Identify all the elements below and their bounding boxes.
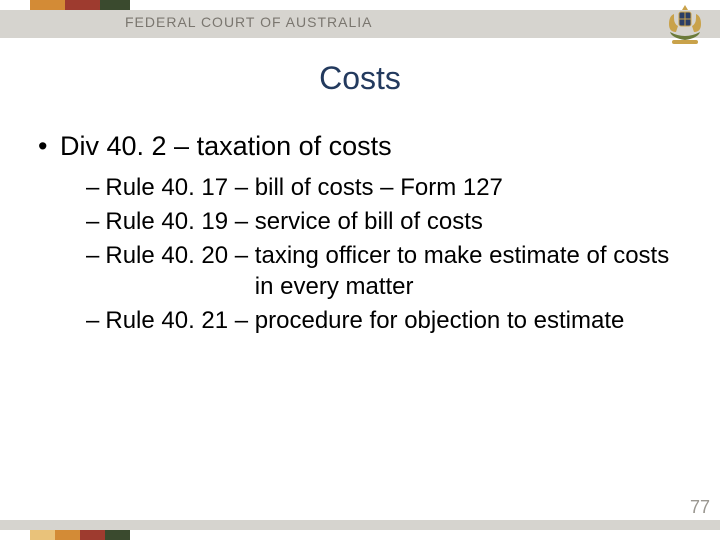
dash: – — [86, 206, 105, 238]
level2-text: Rule 40. 20 – taxing officer to make est… — [105, 240, 678, 303]
bullet-level2: – Rule 40. 21 – procedure for objection … — [86, 305, 678, 337]
dash: – — [86, 240, 105, 303]
bullet-level2: – Rule 40. 20 – taxing officer to make e… — [86, 240, 678, 303]
footer-grey-bar — [0, 520, 720, 530]
rule-desc: taxing officer to make estimate of costs… — [255, 240, 678, 303]
slide: FEDERAL COURT OF AUSTRALIA Costs •Div 40… — [0, 0, 720, 540]
stripe-segment — [30, 0, 65, 10]
stripe-segment — [105, 530, 130, 540]
level2-text: Rule 40. 17 – bill of costs – Form 127 — [105, 172, 503, 204]
header-color-stripe — [0, 0, 720, 10]
dash: – — [86, 172, 105, 204]
bullet-level2: – Rule 40. 19 – service of bill of costs — [86, 206, 678, 238]
rule-desc: service of bill of costs — [255, 206, 483, 238]
rule-desc: bill of costs – Form 127 — [255, 172, 503, 204]
rule-label: Rule 40. 17 – — [105, 172, 254, 204]
footer-band — [0, 520, 720, 540]
rule-desc: procedure for objection to estimate — [255, 305, 625, 337]
footer-color-stripe — [0, 530, 720, 540]
slide-title: Costs — [0, 60, 720, 97]
bullet-dot: • — [38, 128, 60, 164]
org-title: FEDERAL COURT OF AUSTRALIA — [125, 14, 372, 30]
bullet-level1-text: Div 40. 2 – taxation of costs — [60, 131, 392, 161]
level2-text: Rule 40. 21 – procedure for objection to… — [105, 305, 624, 337]
stripe-segment — [80, 530, 105, 540]
content-area: •Div 40. 2 – taxation of costs – Rule 40… — [38, 128, 678, 339]
crest-icon — [660, 2, 710, 46]
bullet-level1: •Div 40. 2 – taxation of costs — [38, 128, 678, 164]
level2-text: Rule 40. 19 – service of bill of costs — [105, 206, 483, 238]
dash: – — [86, 305, 105, 337]
stripe-segment — [100, 0, 130, 10]
rule-label: Rule 40. 19 – — [105, 206, 254, 238]
level2-list: – Rule 40. 17 – bill of costs – Form 127… — [86, 172, 678, 336]
rule-label: Rule 40. 21 – — [105, 305, 254, 337]
page-number: 77 — [690, 497, 710, 518]
stripe-segment — [55, 530, 80, 540]
stripe-segment — [30, 530, 55, 540]
rule-label: Rule 40. 20 – — [105, 240, 254, 303]
stripe-segment — [65, 0, 100, 10]
header-band: FEDERAL COURT OF AUSTRALIA — [0, 0, 720, 38]
bullet-level2: – Rule 40. 17 – bill of costs – Form 127 — [86, 172, 678, 204]
